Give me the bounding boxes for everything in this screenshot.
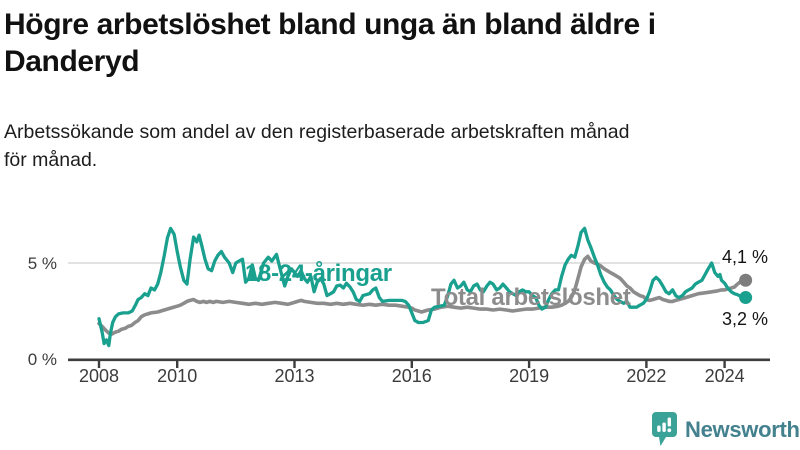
x-axis-tick-label: 2008 — [78, 366, 120, 386]
x-axis-tick-label: 2019 — [509, 366, 550, 386]
series-end-dot-youth — [739, 291, 753, 305]
x-axis-tick-label: 2016 — [391, 366, 432, 386]
page-title: Högre arbetslöshet bland unga än bland ä… — [4, 6, 792, 80]
y-axis-tick-label: 0 % — [27, 350, 57, 369]
x-axis-tick-label: 2024 — [704, 366, 745, 386]
series-label-youth: 18-24-åringar — [245, 260, 392, 287]
end-value-label-youth: 3,2 % — [719, 309, 770, 330]
x-axis-tick-label: 2010 — [157, 366, 198, 386]
end-value-label-total: 4,1 % — [719, 247, 770, 268]
x-axis-tick-label: 2013 — [274, 366, 315, 386]
y-axis-tick-label: 5 % — [27, 254, 57, 273]
series-label-total: Total arbetslöshet — [431, 284, 631, 311]
series-end-dot-total — [739, 273, 753, 287]
title-line-1: Högre arbetslöshet bland unga än bland ä… — [4, 8, 656, 41]
newsworthy-logo-text: Newsworthy — [685, 417, 800, 442]
subtitle-line-1: Arbetssökande som andel av den registerb… — [4, 121, 630, 143]
subtitle-line-2: för månad. — [4, 149, 98, 171]
title-line-2: Danderyd — [4, 45, 140, 78]
series-line-youth — [97, 226, 746, 348]
newsworthy-logo[interactable]: Newsworthy — [650, 411, 800, 449]
newsworthy-logo-icon — [652, 412, 677, 446]
chart-subtitle: Arbetssökande som andel av den registerb… — [4, 118, 792, 174]
x-axis-tick-label: 2022 — [626, 366, 667, 386]
